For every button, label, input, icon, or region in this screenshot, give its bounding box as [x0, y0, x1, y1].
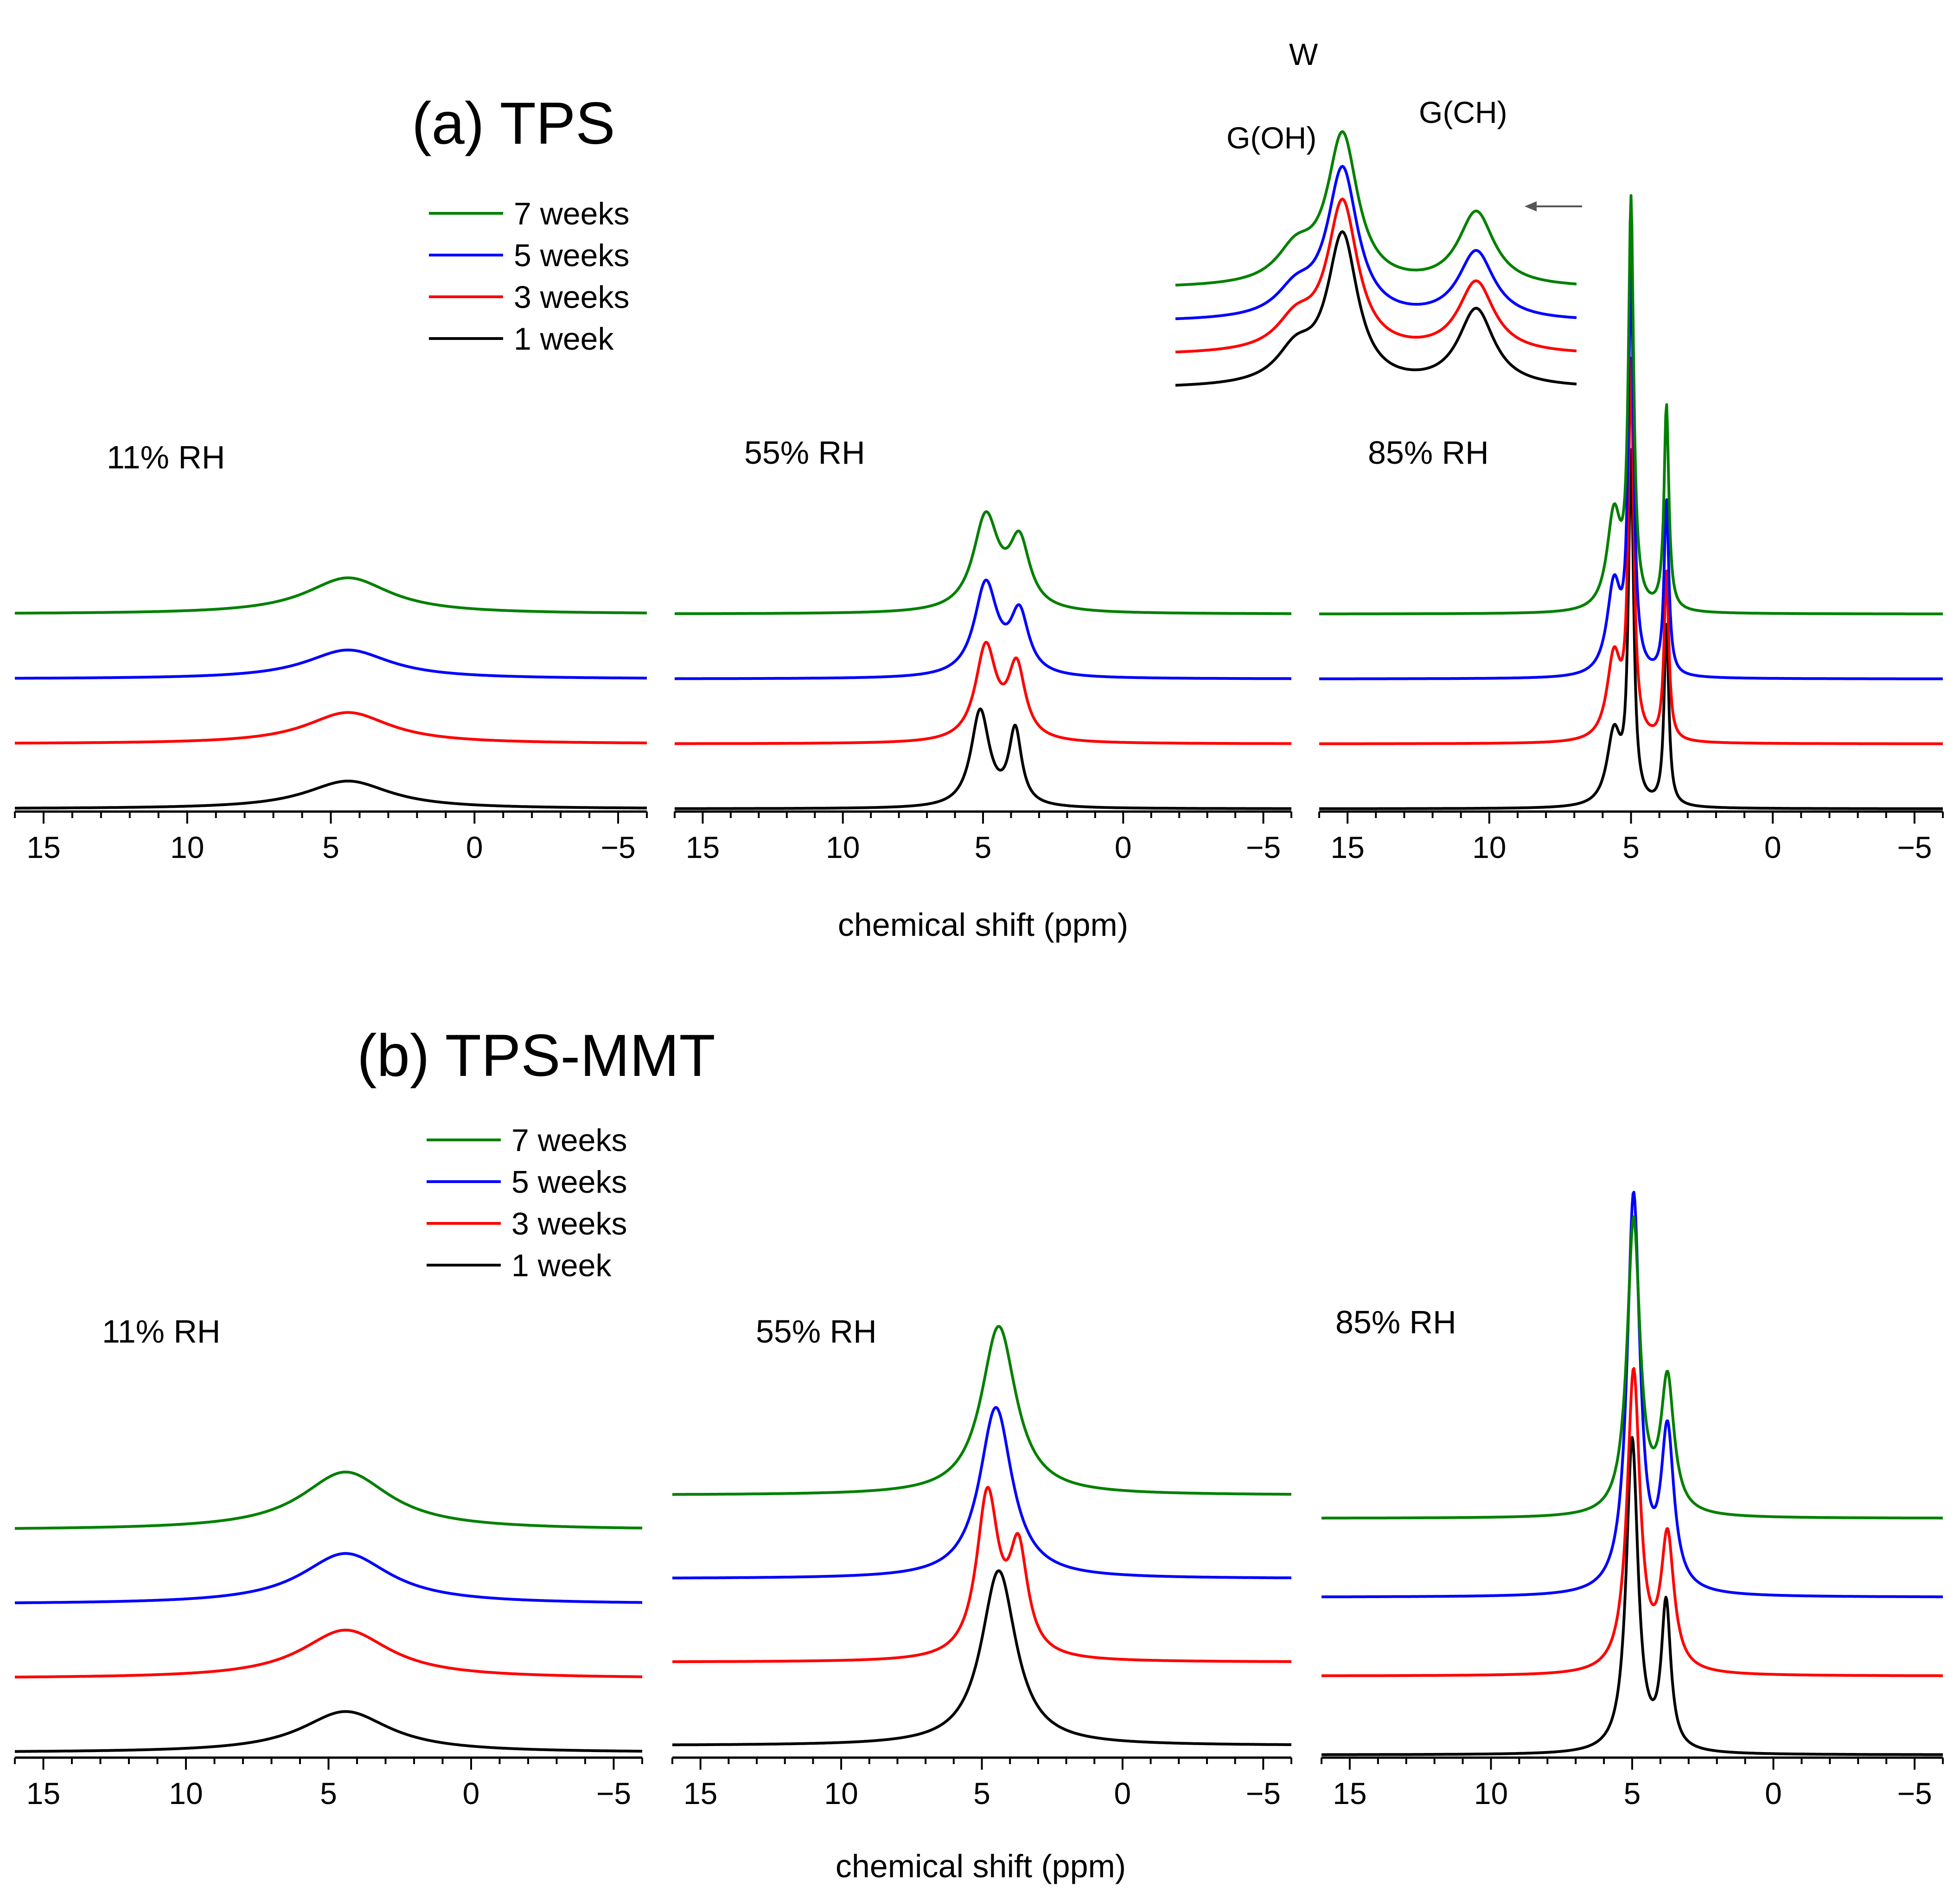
- x-tick-label: 15: [683, 1776, 717, 1810]
- spectrum-5-weeks: [674, 578, 1292, 680]
- legend-b-label-2: 3 weeks: [511, 1206, 627, 1241]
- spectrum-5-weeks: [671, 1406, 1292, 1580]
- x-tick-label: 10: [1472, 830, 1506, 864]
- spectrum-7-weeks: [671, 1325, 1292, 1496]
- panel-b-title: (b) TPS-MMT: [357, 1023, 715, 1089]
- inset-spectrum-7-weeks: [1175, 130, 1577, 287]
- panel-label: 55% RH: [744, 435, 865, 471]
- panel-b-11rh: 11% RH 15 10 5 0 −5: [14, 1313, 643, 1810]
- panel-b-55rh: 55% RH 15 10 5 0 −5: [671, 1313, 1292, 1810]
- spectrum-3-weeks: [1318, 357, 1944, 745]
- x-tick-label: 0: [1114, 1776, 1131, 1810]
- legend-a: 7 weeks 5 weeks 3 weeks 1 week: [429, 196, 629, 357]
- x-tick-label: −5: [1246, 1776, 1281, 1810]
- x-tick-label: 10: [826, 830, 860, 864]
- x-tick-label: 10: [170, 830, 204, 864]
- x-tick-label: −5: [1897, 1776, 1932, 1810]
- x-tick-label: −5: [600, 830, 635, 864]
- panel-a-55rh: 55% RH 15 10 5 0 −5: [674, 435, 1292, 864]
- xlabel-a: chemical shift (ppm): [838, 907, 1128, 943]
- spectrum-1-week: [1318, 448, 1944, 810]
- inset-label-goh: G(OH): [1226, 121, 1316, 155]
- panel-label: 11% RH: [107, 439, 225, 475]
- panel-label: 55% RH: [756, 1313, 877, 1350]
- spectrum-7-weeks: [14, 576, 648, 615]
- panel-label: 85% RH: [1368, 435, 1489, 471]
- x-tick-label: 5: [322, 830, 339, 864]
- x-tick-label: 0: [463, 1776, 480, 1810]
- spectrum-7-weeks: [14, 1471, 643, 1530]
- spectrum-1-week: [14, 780, 648, 810]
- spectrum-7-weeks: [1321, 1215, 1944, 1520]
- legend-a-label-0: 7 weeks: [514, 196, 629, 231]
- inset-arrow-head-icon: [1525, 201, 1537, 211]
- spectrum-5-weeks: [1321, 1190, 1944, 1599]
- inset-spectrum-1-week: [1175, 230, 1577, 387]
- spectrum-3-weeks: [671, 1486, 1292, 1663]
- spectrum-3-weeks: [14, 1629, 643, 1679]
- x-tick-label: 5: [975, 830, 992, 864]
- legend-b-label-3: 1 week: [511, 1248, 612, 1283]
- panel-label: 11% RH: [102, 1313, 220, 1350]
- panel-b-85rh: 85% RH 15 10 5 0 −5: [1321, 1190, 1944, 1810]
- spectrum-3-weeks: [674, 640, 1292, 745]
- inset-spectrum-5-weeks: [1175, 165, 1577, 320]
- panel-a-title: (a) TPS: [412, 90, 615, 157]
- spectrum-1-week: [14, 1710, 643, 1753]
- x-tick-label: 15: [1333, 1776, 1366, 1810]
- x-tick-label: 5: [1624, 1776, 1641, 1810]
- x-tick-label: 15: [26, 830, 60, 864]
- spectrum-7-weeks: [674, 510, 1292, 615]
- x-tick-label: 5: [320, 1776, 337, 1810]
- x-tick-label: 15: [1330, 830, 1364, 864]
- spectrum-1-week: [1321, 1436, 1944, 1756]
- inset: W G(OH) G(CH): [1175, 37, 1582, 387]
- legend-b: 7 weeks 5 weeks 3 weeks 1 week: [427, 1123, 627, 1283]
- x-tick-label: 15: [686, 830, 720, 864]
- legend-b-label-0: 7 weeks: [511, 1123, 627, 1158]
- legend-a-label-2: 3 weeks: [514, 280, 629, 315]
- x-tick-label: 15: [26, 1776, 60, 1810]
- legend-b-label-1: 5 weeks: [511, 1164, 627, 1200]
- x-tick-label: 0: [1115, 830, 1132, 864]
- x-tick-label: 10: [1474, 1776, 1508, 1810]
- x-tick-label: 5: [1622, 830, 1640, 864]
- inset-label-w: W: [1289, 37, 1318, 71]
- spectrum-3-weeks: [1321, 1367, 1944, 1677]
- x-tick-label: 0: [466, 830, 483, 864]
- xlabel-b: chemical shift (ppm): [836, 1848, 1126, 1884]
- spectrum-1-week: [674, 707, 1292, 810]
- x-tick-label: −5: [1246, 830, 1281, 864]
- x-tick-label: 10: [824, 1776, 858, 1810]
- x-tick-label: 0: [1765, 1776, 1782, 1810]
- spectrum-5-weeks: [14, 648, 648, 680]
- legend-a-label-1: 5 weeks: [514, 238, 629, 273]
- x-tick-label: −5: [596, 1776, 631, 1810]
- spectrum-1-week: [671, 1569, 1292, 1746]
- spectrum-3-weeks: [14, 711, 648, 745]
- inset-spectrum-3-weeks: [1175, 197, 1577, 353]
- inset-label-gch: G(CH): [1419, 95, 1507, 129]
- panel-a-11rh: 11% RH 15 10 5 0 −5: [14, 439, 648, 864]
- x-tick-label: −5: [1897, 830, 1932, 864]
- legend-a-label-3: 1 week: [514, 321, 614, 357]
- panel-label: 85% RH: [1335, 1304, 1456, 1340]
- x-tick-label: 10: [169, 1776, 203, 1810]
- spectrum-5-weeks: [14, 1552, 643, 1605]
- spectrum-7-weeks: [1318, 194, 1944, 615]
- panel-a-85rh: 85% RH 15 10 5 0 −5: [1318, 194, 1944, 864]
- x-tick-label: 0: [1764, 830, 1781, 864]
- x-tick-label: 5: [973, 1776, 990, 1810]
